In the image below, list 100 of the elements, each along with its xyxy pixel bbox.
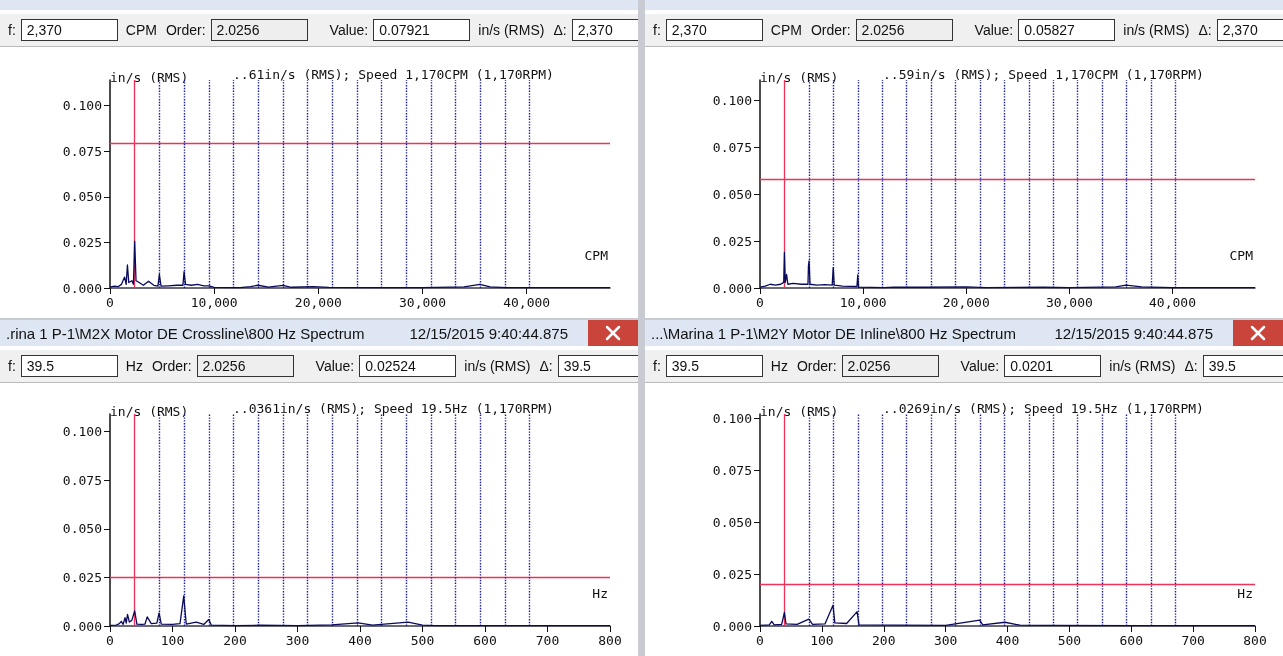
text: 0.07921 xyxy=(373,19,471,41)
chart-title: .rina 1 P-1\M2X Motor DE Crossline\800 Hz Spectrum xyxy=(6,324,365,342)
y-tick-label: 0.000 xyxy=(62,280,102,296)
y-tick-label: 0.100 xyxy=(62,424,102,439)
text: 2,370 xyxy=(20,19,118,41)
text: f: xyxy=(8,358,16,374)
y-tick-label: 0.025 xyxy=(712,233,752,249)
text: 2,370 xyxy=(577,22,613,38)
text: 39.5 xyxy=(20,355,118,377)
x-tick-label: 600 xyxy=(473,633,497,648)
text: 0.05827 xyxy=(1018,19,1116,41)
x-tick-label: 30,000 xyxy=(399,295,446,310)
x-tick-label: 800 xyxy=(1243,633,1267,648)
y-tick-label: 0.025 xyxy=(712,566,752,582)
text: 12/15/2015 9:40:44.875 xyxy=(1054,324,1213,342)
chart-subtitle: ..61in/s (RMS); Speed 1,170CPM (1,170RPM) xyxy=(233,67,554,82)
y-tick-label: 0.100 xyxy=(712,93,752,109)
x-tick-label: 10,000 xyxy=(190,295,238,310)
y-tick-label: 0.075 xyxy=(712,139,752,155)
text: 2.0256 xyxy=(855,19,953,41)
text: 39.5 xyxy=(665,355,763,377)
text: 12/15/2015 9:40:44.875 xyxy=(409,324,568,342)
x-tick-label: 400 xyxy=(995,633,1020,648)
text: Δ: xyxy=(539,358,553,374)
y-tick-label: 0.075 xyxy=(62,143,102,159)
text: 2,370 xyxy=(1216,19,1283,41)
x-tick-label: 40,000 xyxy=(503,295,551,310)
x-tick-label: 0 xyxy=(756,633,764,648)
x-tick-label: 100 xyxy=(810,633,834,648)
text: in/s (RMS) xyxy=(464,358,531,374)
x-tick-label: 200 xyxy=(872,633,896,648)
x-tick-label: 40,000 xyxy=(1149,295,1196,310)
text: Order: xyxy=(810,22,851,38)
x-axis-title: CPM xyxy=(584,248,609,263)
y-tick-label: 0.050 xyxy=(712,514,752,530)
chart-title: ...\Marina 1 P-1\M2Y Motor DE Inline\800 Hz Spectrum xyxy=(651,324,1016,342)
x-tick-label: 100 xyxy=(160,633,185,648)
text: in/s (RMS) xyxy=(1109,358,1176,374)
y-tick-label: 0.000 xyxy=(712,618,752,634)
text: 2,370 xyxy=(665,19,763,41)
x-tick-label: 400 xyxy=(348,633,372,648)
text: Hz xyxy=(125,358,143,374)
x-tick-label: 20,000 xyxy=(942,295,990,310)
y-tick-label: 0.050 xyxy=(62,189,102,205)
y-tick-label: 0.100 xyxy=(62,98,102,114)
line-series xyxy=(759,251,1256,289)
line-series xyxy=(759,604,1256,627)
x-tick-label: 10,000 xyxy=(839,295,887,310)
x-tick-label: 300 xyxy=(285,633,310,648)
y-axis-title: in/s (RMS) xyxy=(110,70,189,85)
line-series xyxy=(109,240,611,289)
text: f: xyxy=(8,22,16,38)
x-tick-label: 700 xyxy=(1181,633,1205,648)
text: Order: xyxy=(165,22,206,38)
text: f: xyxy=(653,358,661,374)
y-tick-label: 0.050 xyxy=(62,521,102,537)
text: in/s (RMS) xyxy=(478,22,545,38)
y-tick-label: 0.075 xyxy=(62,472,102,488)
text: 2.0256 xyxy=(841,355,939,377)
text: 0.02524 xyxy=(359,355,457,377)
x-tick-label: 700 xyxy=(535,633,560,648)
chart-subtitle: ..59in/s (RMS); Speed 1,170CPM (1,170RPM) xyxy=(883,67,1204,82)
text: 2.0256 xyxy=(196,355,294,377)
text: 2.0256 xyxy=(210,19,308,41)
text: in/s (RMS) xyxy=(1123,22,1190,38)
text: 0.0201 xyxy=(1004,355,1102,377)
text: f: xyxy=(653,22,661,38)
y-tick-label: 0.025 xyxy=(62,569,102,585)
text: Δ: xyxy=(1184,358,1198,374)
y-tick-label: 0.075 xyxy=(712,462,752,478)
chart-subtitle: ..0269in/s (RMS); Speed 19.5Hz (1,170RPM) xyxy=(883,401,1204,416)
x-tick-label: 500 xyxy=(1057,633,1082,648)
x-tick-label: 300 xyxy=(933,633,958,648)
x-tick-label: 30,000 xyxy=(1045,295,1093,310)
y-tick-label: 0.025 xyxy=(62,234,102,250)
x-tick-label: 0 xyxy=(106,633,114,648)
x-tick-label: 600 xyxy=(1119,633,1143,648)
x-tick-label: 500 xyxy=(410,633,435,648)
x-tick-label: 0 xyxy=(756,295,764,310)
y-tick-label: 0.000 xyxy=(712,280,752,296)
y-tick-label: 0.100 xyxy=(712,410,752,426)
y-tick-label: 0.000 xyxy=(62,618,102,634)
text: Value: xyxy=(329,22,369,38)
text: 39.5 xyxy=(1202,355,1283,377)
text: Hz xyxy=(770,358,788,374)
y-axis-title: in/s (RMS) xyxy=(110,404,189,419)
y-axis-title: in/s (RMS) xyxy=(760,404,839,419)
text: Δ: xyxy=(553,22,567,38)
x-axis-title: Hz xyxy=(592,586,608,601)
text: Order: xyxy=(151,358,192,374)
text: Δ: xyxy=(1198,22,1212,38)
x-tick-label: 20,000 xyxy=(294,295,342,310)
text: CPM xyxy=(770,22,802,38)
text: Order: xyxy=(796,358,837,374)
y-axis-title: in/s (RMS) xyxy=(760,70,839,85)
text: CPM xyxy=(125,22,157,38)
text: Value: xyxy=(960,358,1000,374)
x-tick-label: 800 xyxy=(598,633,622,648)
text: Value: xyxy=(315,358,355,374)
chart-subtitle: ..0361in/s (RMS); Speed 19.5Hz (1,170RPM) xyxy=(233,401,554,416)
